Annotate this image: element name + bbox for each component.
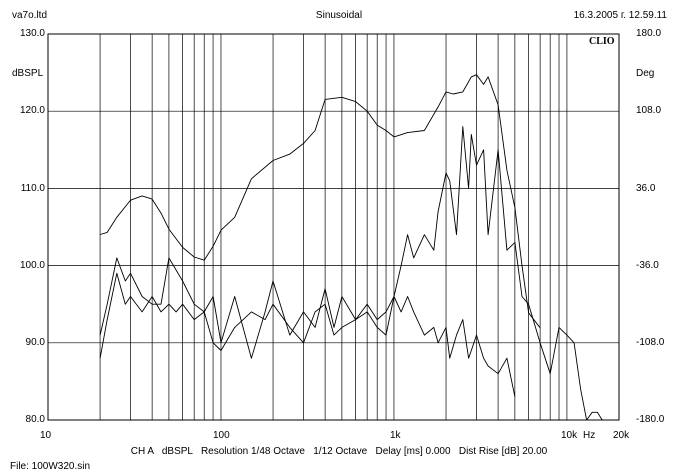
right-tick-label: 36.0 xyxy=(636,183,656,194)
x-tick-label: 10 xyxy=(40,430,52,441)
file-name: File: 100W320.sin xyxy=(10,461,91,472)
x-tick-label: 100 xyxy=(213,430,230,441)
left-tick-label: 120.0 xyxy=(19,105,45,116)
header-left: va7o.ltd xyxy=(12,10,48,21)
right-tick-label: 108.0 xyxy=(636,105,662,116)
x-tick-label: 1k xyxy=(390,430,401,441)
x-tick-label: 20k xyxy=(613,430,630,441)
right-tick-label: -36.0 xyxy=(636,260,659,271)
header-title: Sinusoidal xyxy=(315,10,363,21)
right-tick-label: 180.0 xyxy=(636,28,662,39)
spl-trace-2 xyxy=(99,257,516,397)
spl-trace-1 xyxy=(99,126,603,421)
left-tick-label: 110.0 xyxy=(20,183,45,194)
left-axis-unit: dBSPL xyxy=(12,68,44,79)
plot-frame xyxy=(47,33,620,421)
left-tick-label: 90.0 xyxy=(25,337,45,348)
traces xyxy=(99,74,603,421)
x-axis-unit: Hz xyxy=(583,430,596,441)
right-tick-label: -180.0 xyxy=(636,414,665,425)
measurement-settings: CH A dBSPL Resolution 1/48 Octave 1/12 O… xyxy=(130,446,548,457)
right-axis-unit: Deg xyxy=(636,68,655,79)
header-timestamp: 16.3.2005 г. 12.59.11 xyxy=(573,10,667,21)
left-tick-label: 100.0 xyxy=(19,260,45,271)
clio-logo: CLIO xyxy=(589,36,615,47)
left-tick-label: 80.0 xyxy=(25,414,45,425)
phase-trace xyxy=(99,74,541,329)
grid-lines xyxy=(48,34,619,420)
left-tick-label: 130.0 xyxy=(19,28,45,39)
right-tick-label: -108.0 xyxy=(636,337,665,348)
x-tick-label: 10k xyxy=(561,430,578,441)
